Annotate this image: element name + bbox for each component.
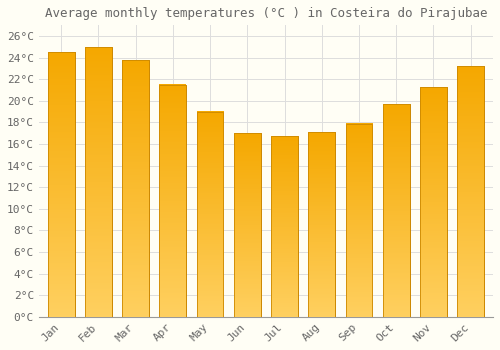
Bar — [271, 136, 298, 317]
Bar — [85, 47, 112, 317]
Bar — [234, 133, 260, 317]
Bar — [458, 66, 484, 317]
Bar — [160, 85, 186, 317]
Bar — [48, 52, 74, 317]
Bar — [196, 112, 224, 317]
Bar — [420, 87, 447, 317]
Bar — [85, 47, 112, 317]
Title: Average monthly temperatures (°C ) in Costeira do Pirajubae: Average monthly temperatures (°C ) in Co… — [44, 7, 487, 20]
Bar — [160, 85, 186, 317]
Bar — [196, 112, 224, 317]
Bar — [308, 132, 335, 317]
Bar — [346, 124, 372, 317]
Bar — [122, 60, 149, 317]
Bar — [122, 60, 149, 317]
Bar — [48, 52, 74, 317]
Bar — [234, 133, 260, 317]
Bar — [420, 87, 447, 317]
Bar — [383, 104, 409, 317]
Bar — [271, 136, 298, 317]
Bar — [308, 132, 335, 317]
Bar — [458, 66, 484, 317]
Bar — [346, 124, 372, 317]
Bar — [383, 104, 409, 317]
